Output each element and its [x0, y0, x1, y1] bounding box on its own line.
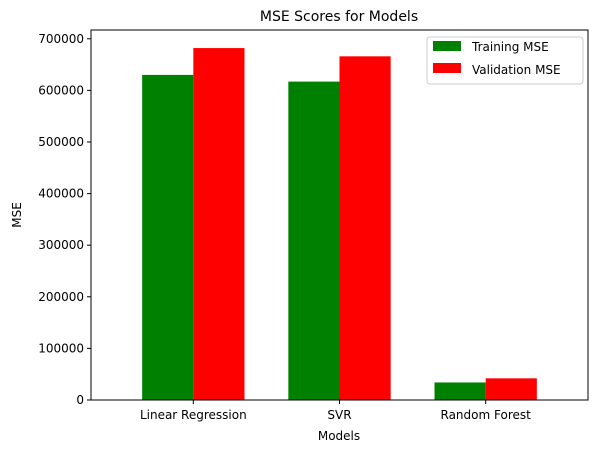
bars-group [142, 48, 537, 401]
x-axis-ticks: Linear Regression SVR Random Forest [140, 400, 531, 422]
y-tick-label: 200000 [38, 290, 84, 304]
legend-label-training-mse: Training MSE [471, 40, 549, 54]
y-tick-label: 300000 [38, 238, 84, 252]
x-tick-label-random-forest: Random Forest [441, 408, 532, 422]
bar-training-mse-random-forest [434, 382, 486, 400]
y-tick-label: 100000 [38, 341, 84, 355]
y-tick-label: 500000 [38, 135, 84, 149]
y-tick-label: 700000 [38, 32, 84, 46]
y-tick-label: 400000 [38, 187, 84, 201]
legend-frame [426, 36, 584, 85]
bar-validation-mse-svr [339, 56, 391, 400]
x-tick-label-svr: SVR [327, 408, 351, 422]
legend-swatch-training-mse [433, 41, 461, 51]
y-axis-label: MSE [10, 202, 24, 228]
plot-frame [90, 29, 589, 401]
bar-training-mse-svr [288, 81, 340, 400]
bar-training-mse-linear-regression [142, 74, 194, 401]
x-axis-label: Models [318, 429, 360, 443]
bar-validation-mse-linear-regression [193, 48, 245, 400]
y-tick-label: 600000 [38, 83, 84, 97]
y-axis-ticks: 0 100000 200000 300000 400000 500000 600000 700… [38, 32, 91, 407]
y-tick-label: 0 [76, 393, 84, 407]
chart-title: MSE Scores for Models [260, 9, 418, 25]
legend-swatch-validation-mse [433, 63, 461, 73]
legend: Training MSE Validation MSE [426, 36, 584, 85]
legend-label-validation-mse: Validation MSE [472, 63, 561, 77]
x-tick-label-linear-regression: Linear Regression [140, 408, 247, 422]
bar-validation-mse-random-forest [485, 378, 537, 400]
